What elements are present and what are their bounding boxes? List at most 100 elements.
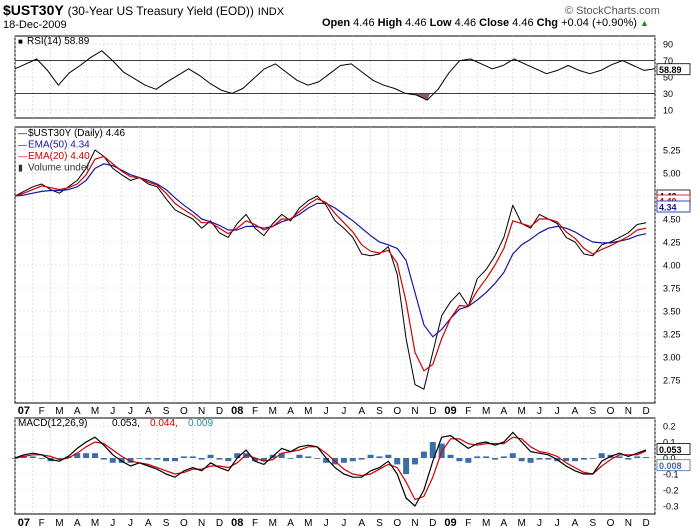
macd-histogram-bar bbox=[29, 456, 36, 458]
x-tick-label: D bbox=[642, 406, 649, 417]
price-y-tick-label: 3.75 bbox=[663, 284, 681, 294]
x-tick-label: D bbox=[429, 406, 436, 417]
macd-histogram-bar bbox=[500, 456, 507, 458]
x-tick-label: A bbox=[572, 406, 579, 417]
macd-histogram-bar bbox=[38, 458, 45, 459]
x-tick-label: A bbox=[501, 518, 508, 529]
macd-histogram-bar bbox=[429, 442, 436, 458]
price-legend-swatch: — bbox=[18, 151, 27, 161]
macd-histogram-bar bbox=[563, 458, 570, 462]
macd-histogram-bar bbox=[376, 456, 383, 458]
macd-last-value: 0.053 bbox=[659, 445, 682, 455]
x-tick-label: F bbox=[39, 406, 45, 417]
x-tick-label: M bbox=[304, 518, 312, 529]
macd-histogram-bar bbox=[180, 456, 187, 458]
x-tick-label: M bbox=[269, 518, 277, 529]
x-axis-middle: 07 F M A M J J A S O N D 08 F M A M J J A S O N D 09 F M A M J J A S O N D bbox=[18, 405, 650, 417]
x-tick-label: 07 bbox=[18, 517, 30, 529]
x-tick-label: S bbox=[163, 518, 170, 529]
x-tick-label: O bbox=[607, 406, 615, 417]
macd-histogram-bar bbox=[465, 458, 472, 463]
rsi-panel: 90 70 50 30 10 ■ RSI(14) 58.89 58.89 bbox=[14, 35, 691, 119]
macd-histogram-bar bbox=[589, 458, 596, 459]
macd-y-tick-label: 0.2 bbox=[663, 422, 676, 432]
macd-histogram-bar bbox=[172, 458, 178, 462]
macd-histogram-bar bbox=[323, 458, 330, 463]
x-tick-label: O bbox=[607, 518, 615, 529]
rsi-y-tick-label: 50 bbox=[663, 73, 673, 83]
price-series-price bbox=[14, 149, 647, 390]
x-tick-label: M bbox=[482, 406, 490, 417]
symbol-description: (30-Year US Treasury Yield (EOD)) bbox=[67, 4, 254, 18]
price-legend-label: $UST30Y (Daily) 4.46 bbox=[28, 128, 126, 139]
macd-histogram-bar bbox=[492, 458, 498, 460]
macd-histogram-bar bbox=[412, 458, 418, 465]
x-tick-label: A bbox=[145, 406, 152, 417]
price-last-value-ema50-box bbox=[656, 200, 691, 213]
rsi-y-tick-label: 90 bbox=[663, 40, 673, 50]
x-tick-label: 08 bbox=[231, 517, 243, 529]
x-tick-label: A bbox=[287, 518, 294, 529]
x-tick-label: M bbox=[55, 518, 63, 529]
x-axis-bottom: 07 F M A M J J A S O N D 08 F M A M J J A S O N D 09 F M A M J J A S O N D bbox=[18, 517, 650, 529]
x-tick-label: F bbox=[465, 406, 471, 417]
macd-histogram-bar bbox=[198, 458, 205, 460]
rsi-last-value: 58.89 bbox=[659, 65, 682, 75]
macd-histogram-bar bbox=[483, 456, 490, 458]
price-y-tick-label: 5.25 bbox=[663, 146, 681, 156]
macd-histogram-bar bbox=[572, 458, 578, 462]
macd-histogram-bar bbox=[260, 458, 267, 462]
exchange-label: INDX bbox=[257, 6, 285, 18]
rsi-y-tick-label: 10 bbox=[663, 105, 673, 115]
macd-histogram-bar bbox=[536, 458, 543, 460]
macd-histogram-bar bbox=[394, 458, 401, 465]
macd-histogram-bar bbox=[92, 453, 98, 458]
x-tick-label: A bbox=[287, 406, 294, 417]
macd-y-tick-label: 0.0 bbox=[663, 454, 676, 464]
x-tick-label: M bbox=[517, 518, 525, 529]
x-tick-label: J bbox=[555, 406, 560, 417]
price-legend-label: Volume undef bbox=[28, 163, 89, 174]
macd-legend-value: 0.044, bbox=[150, 418, 178, 429]
macd-histogram-bar bbox=[474, 456, 481, 458]
x-tick-label: M bbox=[91, 518, 99, 529]
x-tick-label: N bbox=[198, 406, 205, 417]
quote-value: 4.46 bbox=[353, 17, 378, 29]
x-tick-label: S bbox=[376, 406, 383, 417]
x-tick-label: F bbox=[39, 518, 45, 529]
macd-histogram-bar bbox=[634, 456, 641, 458]
x-tick-label: F bbox=[465, 518, 471, 529]
macd-histogram-bar bbox=[305, 456, 312, 458]
x-tick-label: A bbox=[501, 406, 508, 417]
x-tick-label: M bbox=[91, 406, 99, 417]
x-tick-label: J bbox=[537, 518, 542, 529]
chart-date: 18-Dec-2009 bbox=[3, 19, 67, 31]
macd-histogram-bar bbox=[287, 458, 294, 459]
rsi-last-value-box bbox=[656, 63, 691, 76]
x-tick-label: S bbox=[163, 406, 170, 417]
x-tick-label: A bbox=[145, 518, 152, 529]
macd-histogram-bar bbox=[349, 458, 356, 462]
macd-histogram-bar bbox=[100, 458, 107, 460]
x-tick-label: N bbox=[411, 406, 418, 417]
x-tick-label: J bbox=[537, 406, 542, 417]
x-tick-label: O bbox=[180, 518, 188, 529]
macd-histogram-bar bbox=[616, 456, 623, 458]
quote-value: 4.46 bbox=[405, 17, 430, 29]
x-tick-label: J bbox=[128, 406, 133, 417]
x-tick-label: M bbox=[517, 406, 525, 417]
macd-histogram-bar bbox=[136, 458, 143, 459]
quote-value: 4.46 bbox=[512, 17, 537, 29]
price-legend-label: EMA(50) 4.34 bbox=[28, 140, 90, 151]
macd-histogram-bar bbox=[252, 458, 258, 462]
macd-legend-title: MACD(12,26,9) bbox=[18, 418, 87, 429]
rsi-y-tick-label: 30 bbox=[663, 89, 673, 99]
x-tick-label: S bbox=[589, 406, 596, 417]
x-tick-label: D bbox=[216, 518, 223, 529]
x-tick-label: D bbox=[642, 518, 649, 529]
macd-hist-last-value: 0.008 bbox=[659, 461, 682, 471]
price-y-tick-label: 3.00 bbox=[663, 353, 681, 363]
macd-y-tick-label: -0.3 bbox=[663, 502, 679, 512]
price-last-value-ema50: 4.34 bbox=[659, 203, 677, 213]
